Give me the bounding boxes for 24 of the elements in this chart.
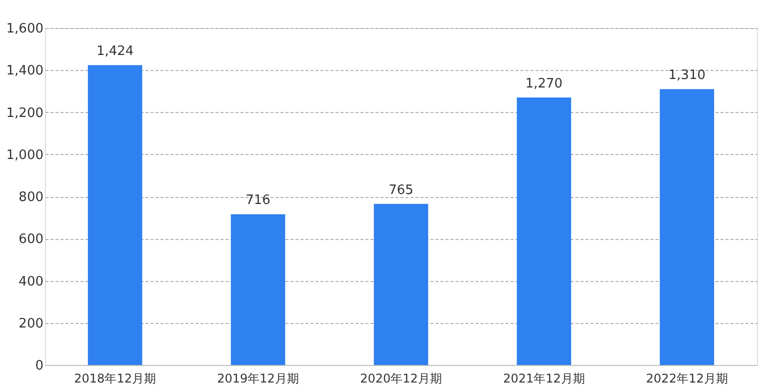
x-tick-label: 2018年12月期: [74, 372, 156, 386]
y-tick-label: 1,200: [6, 106, 44, 121]
x-tick-label: 2019年12月期: [217, 372, 299, 386]
data-label: 1,310: [668, 68, 706, 84]
y-tick-label: 200: [18, 316, 44, 332]
x-tick-label: 2021年12月期: [503, 372, 585, 386]
x-tick-label: 2020年12月期: [360, 372, 442, 386]
bar: [230, 214, 286, 365]
y-tick-label: 1,600: [6, 22, 44, 36]
data-label: 716: [246, 193, 270, 208]
bar: [374, 204, 428, 365]
y-tick-label: 600: [18, 232, 44, 248]
x-tick-label: 2022年12月期: [646, 372, 728, 386]
y-tick-label: 1,000: [6, 148, 44, 163]
y-tick-label: 400: [18, 274, 44, 290]
y-tick-label: 1,400: [6, 64, 44, 79]
data-label: 1,424: [96, 44, 134, 60]
bar: [660, 89, 714, 365]
bar: [516, 98, 572, 365]
data-label: 765: [388, 182, 414, 198]
y-tick-label: 800: [18, 190, 44, 205]
bar: [88, 65, 142, 365]
data-label: 1,270: [525, 76, 563, 92]
y-tick-label: 0: [35, 358, 44, 374]
